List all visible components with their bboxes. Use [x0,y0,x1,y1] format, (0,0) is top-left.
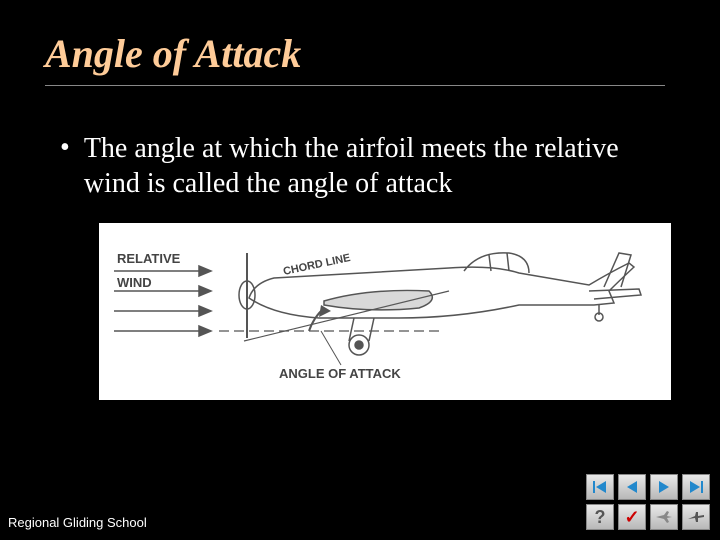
next-slide-button[interactable] [650,474,678,500]
slide-container: Angle of Attack • The angle at which the… [0,0,720,540]
plane-icon [654,509,674,525]
plane-button[interactable] [650,504,678,530]
bullet-text: The angle at which the airfoil meets the… [84,131,644,201]
angle-of-attack-diagram: RELATIVE WIND CHORD LINE ANGLE OF ATTACK [99,223,671,400]
bullet-marker: • [60,131,70,165]
label-relative: RELATIVE [117,251,181,266]
last-icon [688,480,704,494]
diagram-svg: RELATIVE WIND CHORD LINE ANGLE OF ATTACK [99,223,671,400]
last-slide-button[interactable] [682,474,710,500]
help-button[interactable]: ? [586,504,614,530]
label-wind: WIND [117,275,152,290]
prev-slide-button[interactable] [618,474,646,500]
label-angle: ANGLE OF ATTACK [279,366,401,381]
nav-button-row [586,474,710,500]
check-button[interactable]: ✓ [618,504,646,530]
glider-button[interactable] [682,504,710,530]
title-underline [45,85,665,86]
utility-button-row: ? ✓ [586,504,710,530]
glider-icon [686,509,706,525]
slide-title: Angle of Attack [45,30,675,77]
first-icon [592,480,608,494]
prev-icon [625,480,639,494]
next-icon [657,480,671,494]
bullet-item: • The angle at which the airfoil meets t… [60,131,675,201]
first-slide-button[interactable] [586,474,614,500]
footer-text: Regional Gliding School [8,515,147,530]
